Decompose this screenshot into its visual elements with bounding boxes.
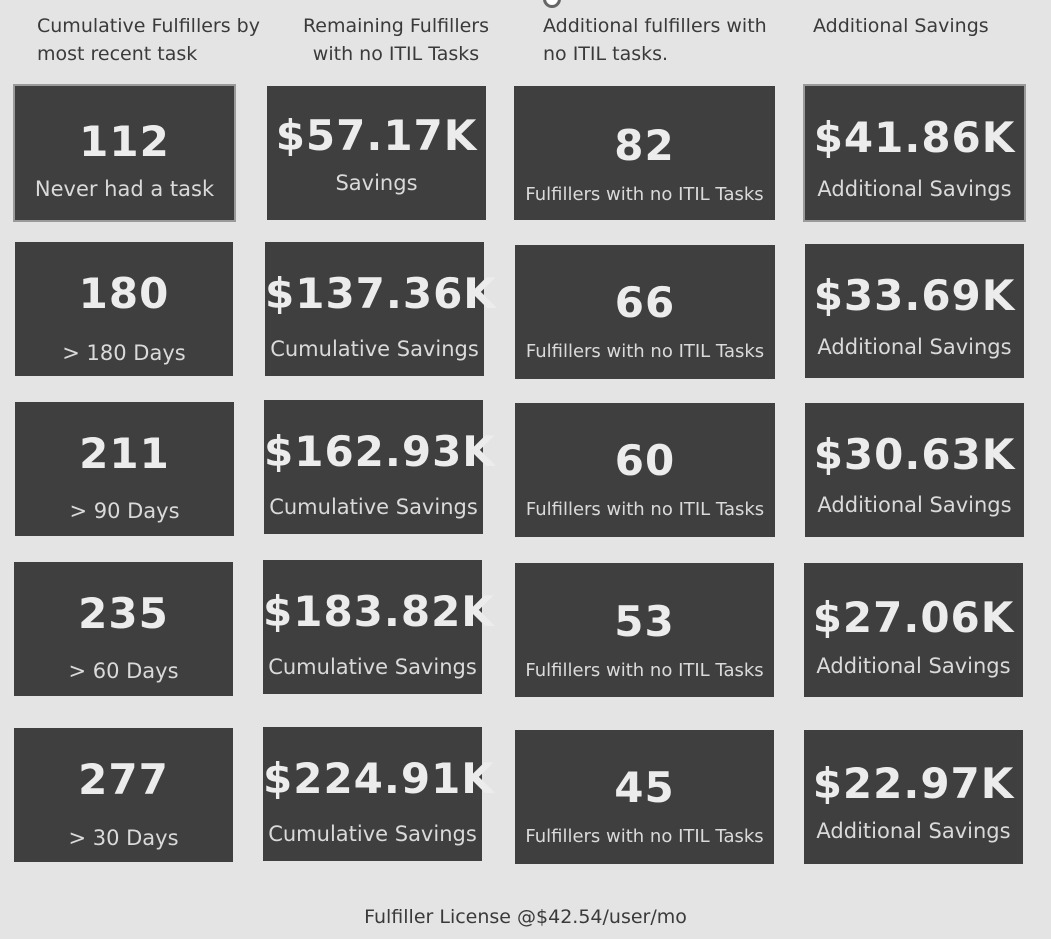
header-additional-fulfillers: Additional fulfillers with no ITIL tasks… <box>543 15 767 65</box>
card-additional-savings[interactable]: $33.69K Additional Savings <box>805 244 1024 378</box>
card-value: $30.63K <box>813 430 1016 479</box>
card-value: $22.97K <box>812 759 1015 808</box>
resize-handle-icon[interactable] <box>543 0 561 8</box>
card-label: Additional Savings <box>816 819 1011 843</box>
card-fulfillers-no-itil[interactable]: 82 Fulfillers with no ITIL Tasks <box>514 86 775 220</box>
card-label: Additional Savings <box>816 654 1011 678</box>
card-fulfillers-no-itil[interactable]: 53 Fulfillers with no ITIL Tasks <box>515 563 774 697</box>
card-value: 60 <box>614 436 676 485</box>
header-remaining-fulfillers: Remaining Fulfillers with no ITIL Tasks <box>302 15 490 65</box>
card-value: $33.69K <box>813 271 1016 320</box>
card-value: $224.91K <box>263 754 495 803</box>
card-value: 82 <box>614 121 675 170</box>
footer-license-note: Fulfiller License @$42.54/user/mo <box>364 906 687 928</box>
card-value: 211 <box>79 429 170 478</box>
card-label: > 30 Days <box>68 826 179 850</box>
card-value: 45 <box>614 763 675 812</box>
card-cumulative-savings[interactable]: $162.93K Cumulative Savings <box>264 400 496 534</box>
card-label: Additional Savings <box>817 493 1012 517</box>
card-fulfillers-no-itil[interactable]: 45 Fulfillers with no ITIL Tasks <box>515 730 774 864</box>
card-label: Never had a task <box>34 177 215 201</box>
card-180-days[interactable]: 180 > 180 Days <box>15 242 233 376</box>
card-label: Cumulative Savings <box>269 495 478 519</box>
card-label: Cumulative Savings <box>268 655 477 679</box>
card-label: Fulfillers with no ITIL Tasks <box>525 184 764 205</box>
card-value: 112 <box>79 117 170 166</box>
card-90-days[interactable]: 211 > 90 Days <box>15 402 234 536</box>
card-label: Fulfillers with no ITIL Tasks <box>525 341 765 362</box>
card-savings[interactable]: $57.17K Savings <box>267 86 486 220</box>
card-label: Fulfillers with no ITIL Tasks <box>525 660 764 681</box>
card-value: 277 <box>78 755 169 804</box>
card-additional-savings[interactable]: $41.86K Additional Savings <box>803 84 1026 222</box>
card-cumulative-savings[interactable]: $224.91K Cumulative Savings <box>263 727 495 861</box>
card-label: > 180 Days <box>62 341 186 365</box>
card-additional-savings[interactable]: $30.63K Additional Savings <box>805 403 1024 537</box>
card-label: Cumulative Savings <box>268 822 477 846</box>
card-additional-savings[interactable]: $22.97K Additional Savings <box>804 730 1023 864</box>
card-additional-savings[interactable]: $27.06K Additional Savings <box>804 563 1023 697</box>
card-value: $162.93K <box>264 427 496 476</box>
card-label: Savings <box>335 171 418 195</box>
card-label: > 90 Days <box>69 499 180 523</box>
card-value: 235 <box>78 589 169 638</box>
card-label: Cumulative Savings <box>270 337 479 361</box>
card-fulfillers-no-itil[interactable]: 66 Fulfillers with no ITIL Tasks <box>515 245 775 379</box>
card-value: 66 <box>614 278 676 327</box>
card-30-days[interactable]: 277 > 30 Days <box>14 728 233 862</box>
card-cumulative-savings[interactable]: $183.82K Cumulative Savings <box>263 560 495 694</box>
card-value: $57.17K <box>275 111 478 160</box>
card-label: Fulfillers with no ITIL Tasks <box>525 499 765 520</box>
card-never-had-task[interactable]: 112 Never had a task <box>13 84 236 222</box>
card-60-days[interactable]: 235 > 60 Days <box>14 562 233 696</box>
card-label: Fulfillers with no ITIL Tasks <box>525 826 764 847</box>
card-label: > 60 Days <box>68 659 179 683</box>
card-value: $183.82K <box>263 587 495 636</box>
card-label: Additional Savings <box>817 335 1012 359</box>
card-fulfillers-no-itil[interactable]: 60 Fulfillers with no ITIL Tasks <box>515 403 775 537</box>
header-additional-savings: Additional Savings <box>813 15 989 37</box>
card-value: $137.36K <box>265 269 497 318</box>
card-value: $27.06K <box>812 593 1015 642</box>
card-label: Additional Savings <box>817 177 1012 201</box>
card-value: 180 <box>78 269 170 318</box>
card-value: 53 <box>614 597 675 646</box>
card-value: $41.86K <box>813 113 1016 162</box>
header-cumulative-fulfillers: Cumulative Fulfillers by most recent tas… <box>37 15 260 65</box>
card-cumulative-savings[interactable]: $137.36K Cumulative Savings <box>265 242 497 376</box>
